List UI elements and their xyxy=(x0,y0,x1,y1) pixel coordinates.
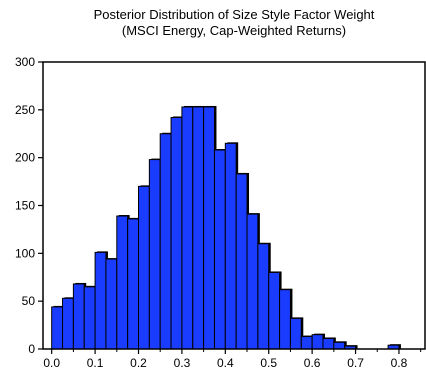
x-tick-label: 0.3 xyxy=(174,356,191,370)
chart-title: Posterior Distribution of Size Style Fac… xyxy=(94,7,375,22)
chart-subtitle: (MSCI Energy, Cap-Weighted Returns) xyxy=(122,23,346,38)
bar-fill xyxy=(138,185,150,350)
x-tick-label: 0.6 xyxy=(304,356,321,370)
bar-fill xyxy=(322,337,335,350)
bar-fill xyxy=(116,215,129,350)
bar-fill xyxy=(289,317,302,350)
bar-fill xyxy=(279,289,291,350)
x-axis: 0.0 0.1 0.2 0.3 0.4 0.5 0.6 0.7 0.8 xyxy=(43,349,422,370)
y-tick-label: 100 xyxy=(15,246,35,260)
bar-fill xyxy=(105,258,118,350)
y-tick-label: 150 xyxy=(15,199,35,213)
x-tick-label: 0.5 xyxy=(260,356,277,370)
bar-fill xyxy=(51,306,64,350)
y-tick-label: 250 xyxy=(15,103,35,117)
bar-fill xyxy=(224,142,237,350)
bar-fill xyxy=(62,297,74,350)
bar-fill xyxy=(213,149,226,350)
y-tick-label: 0 xyxy=(28,342,35,356)
bar-fill xyxy=(83,286,96,350)
bar-fill xyxy=(127,218,140,350)
bar-fill xyxy=(148,159,161,350)
bar-fill xyxy=(181,106,194,350)
y-tick-label: 200 xyxy=(15,151,35,165)
y-tick-label: 300 xyxy=(15,55,35,69)
x-tick-label: 0.8 xyxy=(391,356,408,370)
bar-fill xyxy=(94,251,107,350)
x-tick-label: 0.1 xyxy=(87,356,104,370)
bar-fill xyxy=(203,106,215,350)
bar-fill xyxy=(170,116,183,350)
bar-fill xyxy=(268,271,281,350)
y-tick-label: 50 xyxy=(22,294,36,308)
x-tick-label: 0.0 xyxy=(43,356,60,370)
bar-fill xyxy=(257,243,270,350)
bar-fill xyxy=(333,341,346,350)
bar-fill xyxy=(235,173,248,350)
x-tick-label: 0.7 xyxy=(347,356,364,370)
bar-fill xyxy=(246,213,259,350)
x-tick-label: 0.2 xyxy=(130,356,147,370)
bar-fill xyxy=(192,106,205,350)
y-axis: 0 50 100 150 200 250 300 xyxy=(15,55,43,356)
bar-fill xyxy=(159,133,172,350)
x-tick-label: 0.4 xyxy=(217,356,234,370)
bar-fill xyxy=(300,336,313,350)
bars-group xyxy=(51,105,401,350)
bar-fill xyxy=(72,283,85,350)
bar-fill xyxy=(311,334,324,350)
